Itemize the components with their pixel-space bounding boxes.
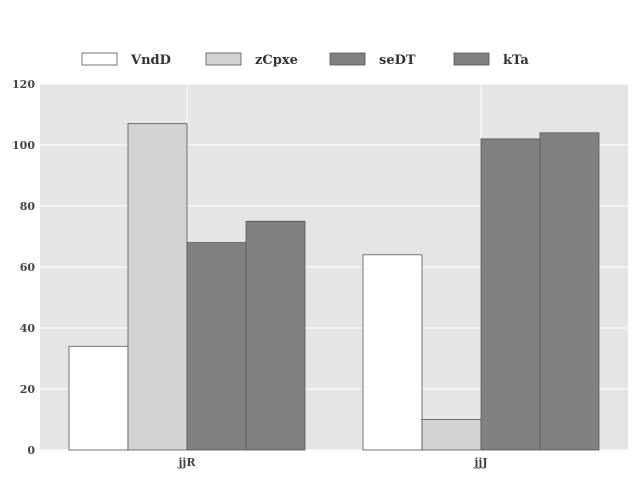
bar-seDT-jjJ <box>480 138 541 451</box>
y-tick-label: 100 <box>12 139 35 152</box>
legend-swatch-kTa <box>453 52 490 66</box>
x-axis-ticks: jjR jjJ <box>177 456 487 469</box>
y-tick-label: 120 <box>12 78 35 91</box>
legend: VndD zCpxe seDT kTa <box>81 52 529 68</box>
y-tick-label: 40 <box>20 322 36 335</box>
legend-label-kTa: kTa <box>503 53 529 68</box>
bars <box>68 123 600 451</box>
bar-zCpxe-jjJ <box>421 419 482 451</box>
y-tick-label: 80 <box>20 200 36 213</box>
legend-swatch-seDT <box>329 52 366 66</box>
bar-VndD-jjJ <box>362 254 423 451</box>
legend-label-VndD: VndD <box>130 53 171 68</box>
bar-seDT-jjR <box>186 242 247 451</box>
x-tick-label: jjR <box>177 456 196 469</box>
x-tick-label: jjJ <box>473 456 487 469</box>
y-tick-label: 0 <box>27 444 35 457</box>
y-tick-label: 60 <box>20 261 36 274</box>
legend-swatch-VndD <box>81 52 118 66</box>
legend-label-zCpxe: zCpxe <box>255 53 298 68</box>
legend-swatch-zCpxe <box>205 52 242 66</box>
y-tick-label: 20 <box>20 383 36 396</box>
legend-label-seDT: seDT <box>379 53 416 68</box>
bar-zCpxe-jjR <box>127 123 188 451</box>
bar-kTa-jjR <box>245 220 306 451</box>
bar-VndD-jjR <box>68 345 129 451</box>
y-axis-ticks: 0 20 40 60 80 100 120 <box>12 78 35 457</box>
bar-kTa-jjJ <box>539 132 600 451</box>
